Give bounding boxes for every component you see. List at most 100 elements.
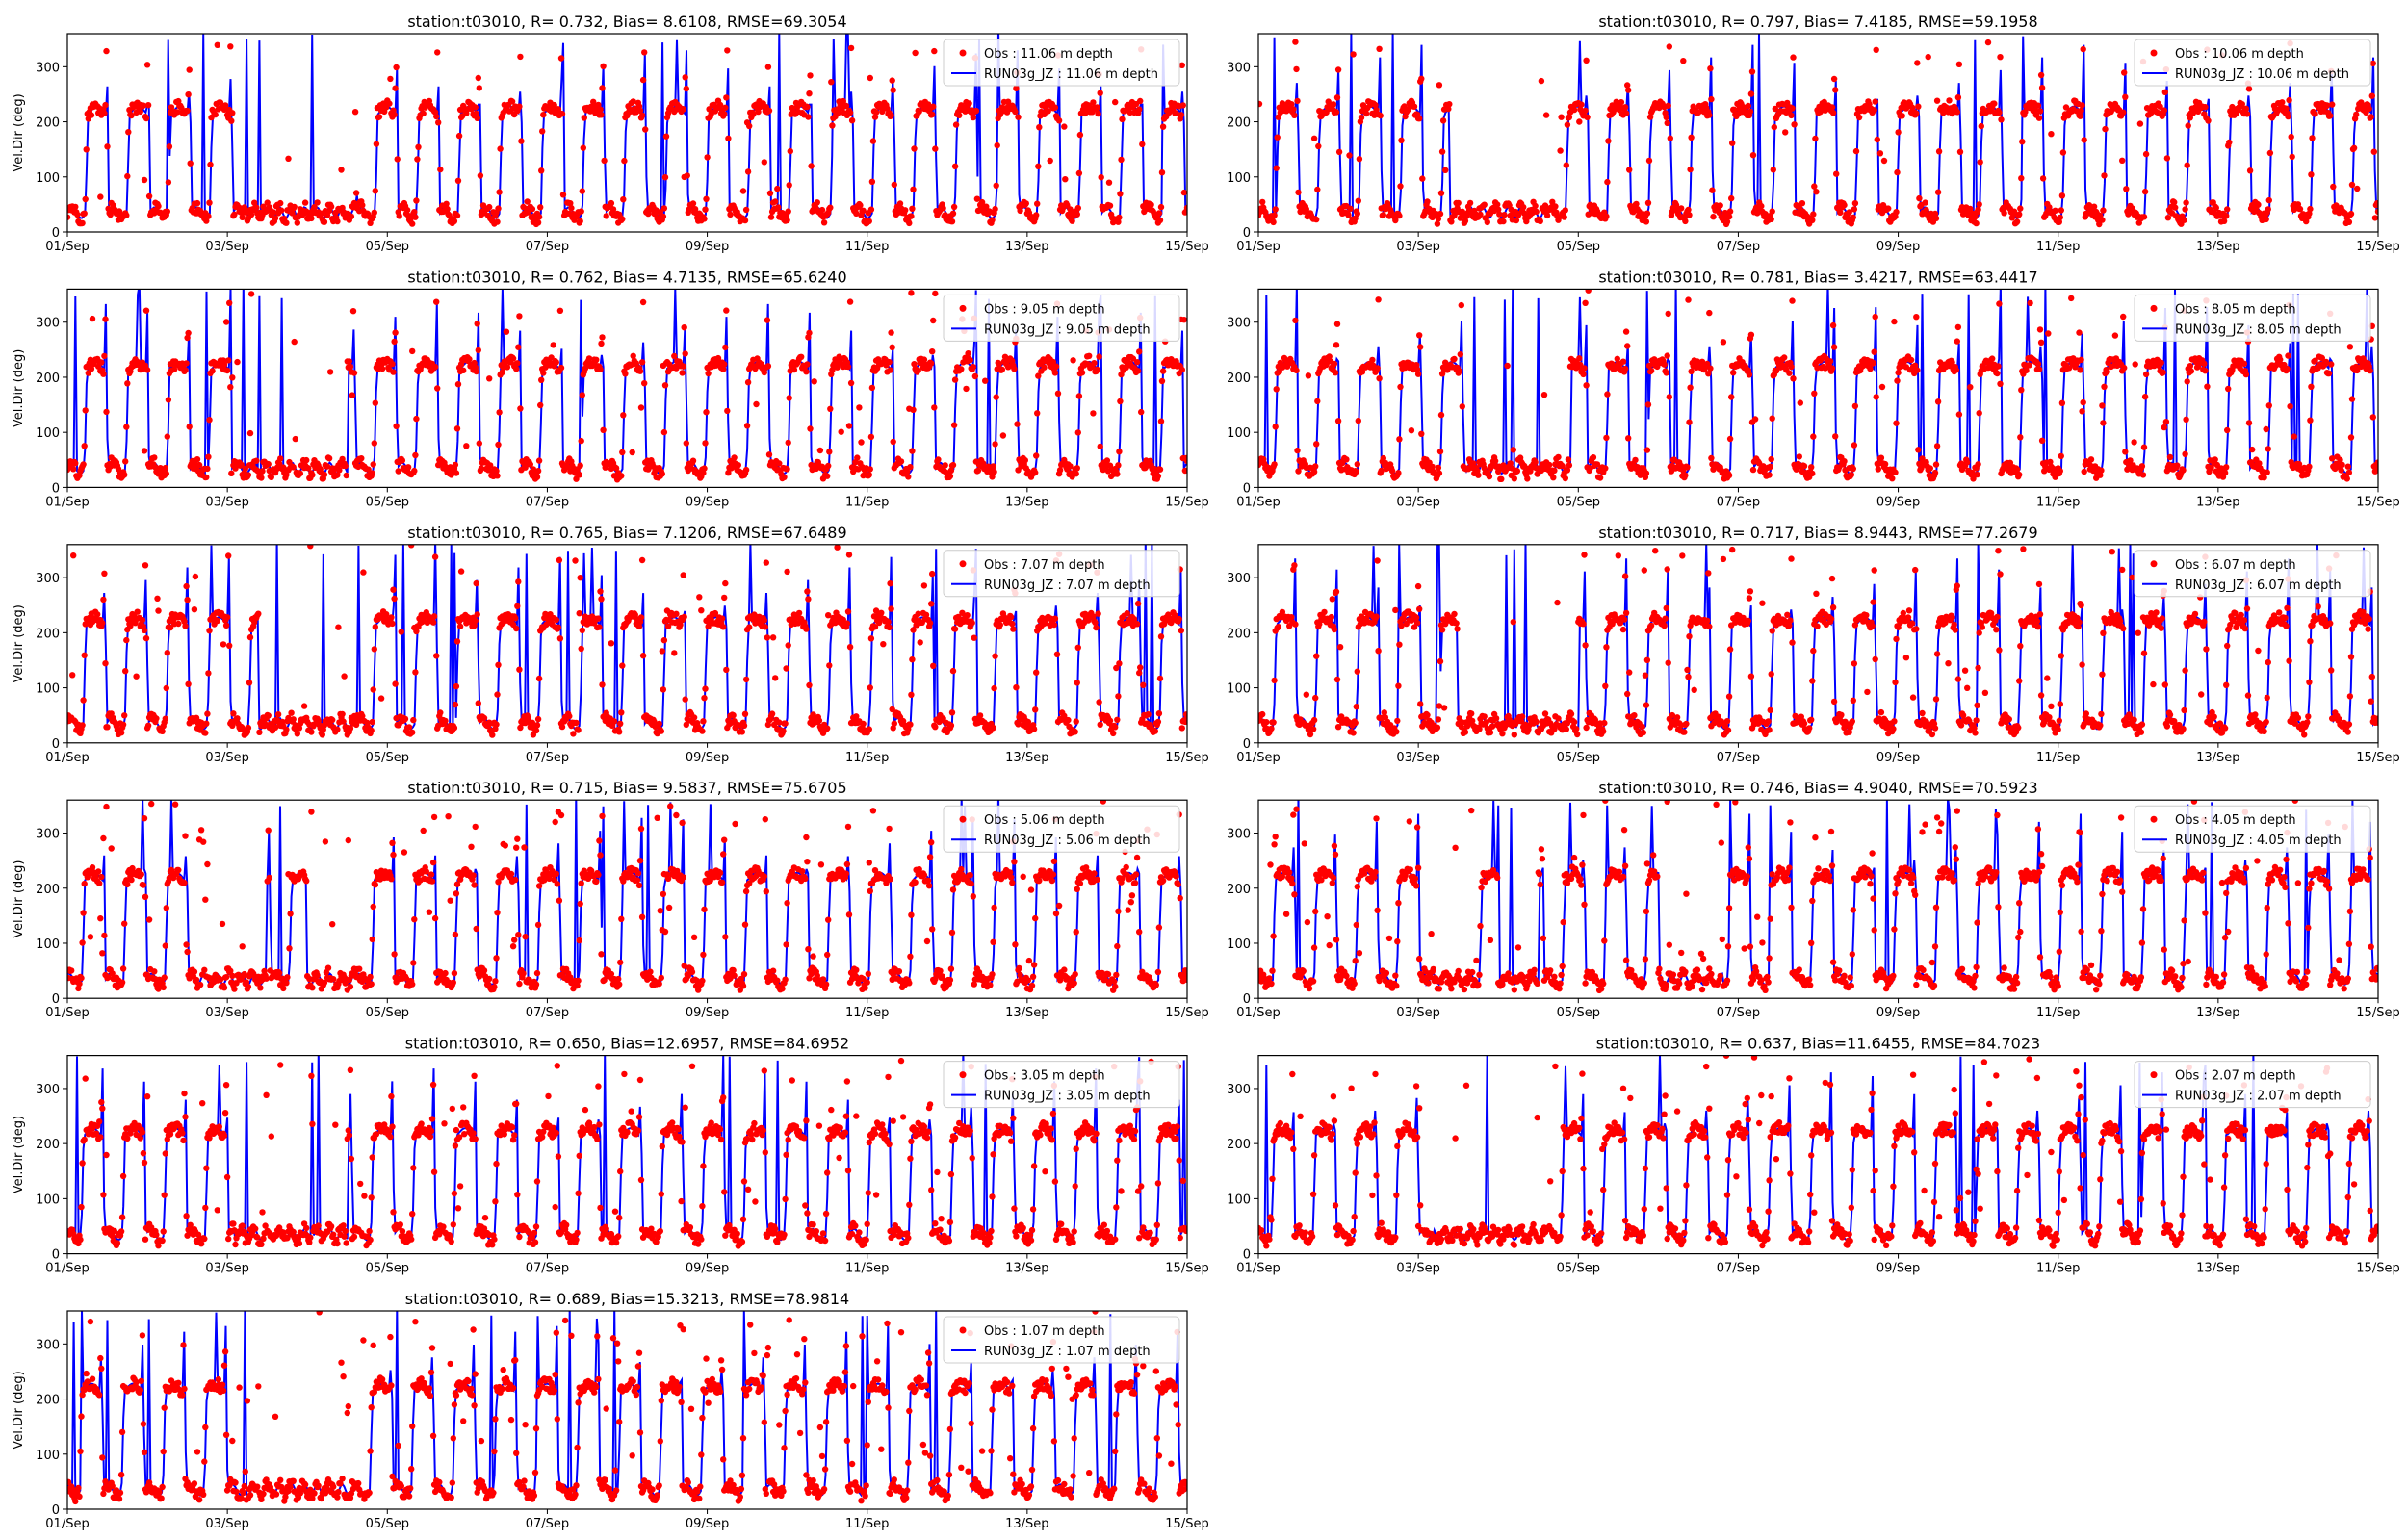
obs-point bbox=[185, 329, 192, 337]
obs-point bbox=[1661, 361, 1668, 368]
x-tick-label: 13/Sep bbox=[2196, 495, 2239, 509]
obs-point bbox=[443, 200, 450, 207]
obs-point bbox=[137, 108, 143, 116]
obs-point bbox=[2099, 402, 2106, 409]
obs-point bbox=[123, 636, 130, 644]
obs-point bbox=[1915, 103, 1922, 110]
obs-point bbox=[661, 174, 669, 181]
obs-point bbox=[1796, 453, 1803, 460]
obs-point bbox=[2101, 383, 2108, 390]
obs-point bbox=[164, 208, 170, 215]
obs-point bbox=[321, 218, 328, 225]
obs-point bbox=[578, 208, 584, 215]
obs-point bbox=[1418, 75, 1425, 83]
obs-point bbox=[352, 190, 360, 196]
obs-point bbox=[186, 66, 193, 73]
y-axis-label: Vel.Dir (deg) bbox=[12, 93, 26, 171]
x-tick-label: 05/Sep bbox=[1557, 495, 1600, 509]
obs-point bbox=[556, 307, 564, 314]
x-tick-label: 09/Sep bbox=[1876, 495, 1920, 509]
obs-point bbox=[2373, 200, 2378, 207]
obs-point bbox=[716, 101, 724, 109]
x-tick-label: 01/Sep bbox=[45, 495, 89, 509]
obs-point bbox=[1915, 447, 1922, 453]
obs-series bbox=[67, 544, 1187, 738]
obs-point bbox=[866, 218, 872, 225]
obs-point bbox=[633, 360, 639, 367]
legend-box bbox=[943, 294, 1180, 342]
obs-point bbox=[2204, 383, 2211, 390]
obs-point bbox=[529, 205, 536, 213]
obs-point bbox=[463, 443, 470, 449]
obs-point bbox=[1524, 475, 1531, 482]
obs-point bbox=[766, 190, 774, 196]
obs-point bbox=[2183, 416, 2189, 423]
obs-point bbox=[721, 361, 728, 368]
obs-point bbox=[1552, 203, 1559, 210]
obs-point bbox=[1494, 201, 1501, 208]
obs-point bbox=[258, 475, 265, 481]
obs-point bbox=[1995, 363, 2002, 370]
obs-point bbox=[1821, 98, 1827, 106]
obs-point bbox=[741, 217, 749, 224]
obs-point bbox=[618, 473, 625, 479]
obs-point bbox=[351, 109, 359, 116]
obs-point bbox=[2220, 218, 2228, 224]
obs-point bbox=[930, 317, 937, 324]
obs-point bbox=[1867, 365, 1874, 372]
obs-point bbox=[230, 710, 237, 717]
obs-point bbox=[1325, 98, 1332, 105]
obs-point bbox=[1789, 297, 1796, 304]
obs-point bbox=[133, 673, 140, 680]
obs-point bbox=[2035, 366, 2043, 372]
obs-point bbox=[974, 467, 982, 475]
obs-point bbox=[383, 611, 390, 618]
obs-point bbox=[2102, 125, 2109, 133]
obs-point bbox=[1051, 104, 1059, 111]
y-tick-label: 200 bbox=[36, 116, 60, 131]
obs-point bbox=[2187, 363, 2193, 370]
obs-point bbox=[872, 109, 880, 116]
obs-point bbox=[1532, 202, 1539, 210]
obs-point bbox=[2246, 167, 2254, 174]
obs-point bbox=[2309, 135, 2316, 141]
obs-point bbox=[413, 628, 420, 635]
obs-point bbox=[1378, 467, 1385, 475]
obs-point bbox=[1034, 410, 1041, 417]
obs-point bbox=[1994, 370, 2001, 377]
obs-point bbox=[1074, 211, 1081, 218]
obs-point bbox=[1114, 471, 1121, 477]
obs-point bbox=[1388, 468, 1396, 475]
y-tick-label: 300 bbox=[1227, 61, 1251, 75]
obs-series bbox=[67, 41, 1187, 228]
obs-point bbox=[1685, 296, 1692, 303]
obs-point bbox=[1563, 162, 1570, 168]
obs-point bbox=[1645, 157, 1653, 165]
obs-point bbox=[466, 356, 473, 363]
obs-point bbox=[827, 204, 834, 211]
x-tick-label: 03/Sep bbox=[1396, 495, 1439, 509]
obs-point bbox=[1491, 457, 1499, 465]
obs-point bbox=[1832, 87, 1839, 93]
obs-point bbox=[2161, 107, 2167, 114]
obs-point bbox=[867, 466, 873, 473]
obs-point bbox=[1074, 429, 1082, 436]
obs-point bbox=[1520, 204, 1527, 211]
obs-point bbox=[1619, 358, 1627, 365]
obs-point bbox=[494, 218, 501, 225]
obs-point bbox=[2345, 218, 2353, 225]
obs-point bbox=[514, 360, 521, 367]
obs-point bbox=[2368, 92, 2375, 99]
obs-point bbox=[1436, 82, 1443, 89]
obs-point bbox=[524, 198, 531, 205]
obs-point bbox=[496, 409, 503, 416]
obs-point bbox=[1103, 457, 1111, 464]
obs-point bbox=[1003, 109, 1011, 116]
obs-point bbox=[911, 145, 918, 152]
obs-point bbox=[534, 468, 542, 475]
obs-point bbox=[1538, 77, 1545, 85]
obs-point bbox=[1353, 468, 1360, 475]
